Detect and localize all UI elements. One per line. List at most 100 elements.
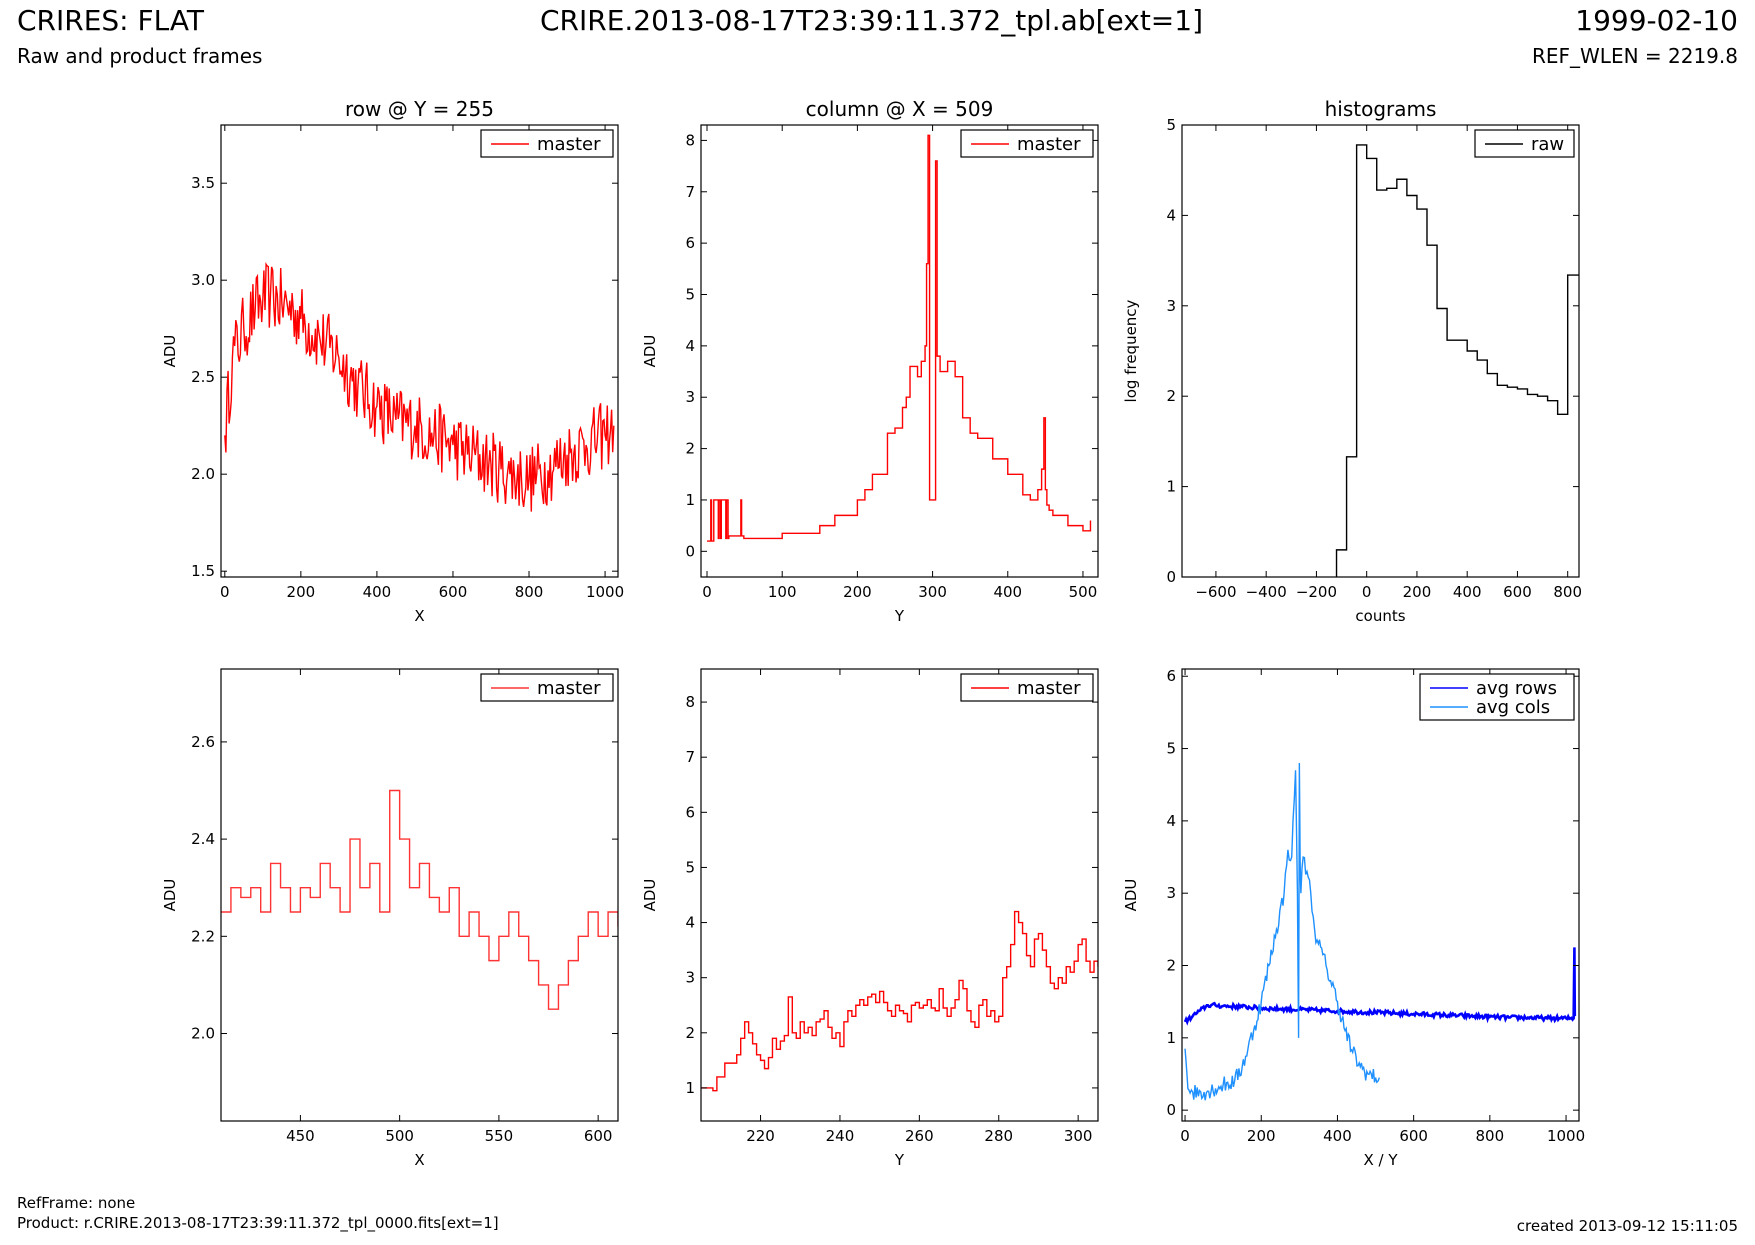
y-tick-label: 1 (685, 1079, 695, 1097)
x-tick-label: 400 (363, 583, 392, 601)
x-tick-label: 400 (993, 583, 1022, 601)
y-tick-label: 5 (685, 286, 695, 304)
y-tick-label: 0 (1166, 568, 1176, 586)
y-tick-label: 8 (685, 131, 695, 149)
x-tick-label: 0 (1180, 1127, 1190, 1145)
x-tick-label: 800 (515, 583, 544, 601)
y-tick-label: 1 (1166, 1029, 1176, 1047)
chart-panel-2: 0 100 200 300 400 500 0 1 2 3 4 5 6 7 8 Y ADU column @ X … (641, 97, 1099, 625)
file-title: CRIRE.2013-08-17T23:39:11.372_tpl.ab[ext… (540, 4, 1204, 37)
y-tick-label: 0 (685, 542, 695, 560)
x-tick-label: −400 (1246, 583, 1287, 601)
x-tick-label: 450 (286, 1127, 315, 1145)
panel-title: column @ X = 509 (806, 97, 994, 121)
y-tick-label: 2 (685, 440, 695, 458)
x-axis-label: Y (894, 1151, 905, 1169)
legend: raw (1474, 129, 1575, 158)
y-tick-label: 6 (1166, 667, 1176, 685)
y-tick-label: 3.5 (191, 174, 215, 192)
y-tick-label: 2.0 (191, 1025, 215, 1043)
plot-frame (1181, 668, 1580, 1122)
legend-label: master (1017, 678, 1081, 699)
series-line-master (224, 262, 615, 512)
x-tick-label: 600 (1399, 1127, 1428, 1145)
y-axis-label: ADU (1122, 879, 1140, 912)
x-tick-label: 600 (1503, 583, 1532, 601)
series-line-avg-cols (1184, 763, 1381, 1101)
x-tick-label: 800 (1553, 583, 1582, 601)
chart-panel-5: 220 240 260 280 300 1 2 3 4 5 6 7 8 Y ADU master (641, 668, 1099, 1169)
y-axis-label: log frequency (1122, 299, 1140, 402)
plot-frame (220, 124, 619, 578)
series-line-raw (1335, 144, 1579, 577)
x-tick-label: 550 (485, 1127, 514, 1145)
date-label: 1999-02-10 (1575, 4, 1738, 37)
chart-panel-4: 450 500 550 600 2.0 2.2 2.4 2.6 X ADU master (161, 668, 619, 1169)
chart-panel-3: −600 −400 −200 0 200 400 600 800 0 1 2 3 4 5 counts log… (1122, 97, 1582, 625)
x-tick-label: 1000 (586, 583, 624, 601)
x-axis-label: X (414, 1151, 424, 1169)
y-tick-label: 0 (1166, 1101, 1176, 1119)
y-tick-label: 7 (685, 748, 695, 766)
series-line-master (221, 789, 618, 1010)
x-tick-label: 200 (843, 583, 872, 601)
y-tick-label: 7 (685, 183, 695, 201)
x-tick-label: 600 (439, 583, 468, 601)
legend-label: raw (1531, 134, 1564, 155)
y-tick-label: 4 (685, 337, 695, 355)
x-tick-label: 260 (905, 1127, 934, 1145)
x-tick-label: 100 (768, 583, 797, 601)
ref-wlen-label: REF_WLEN = 2219.8 (1531, 44, 1738, 68)
y-tick-label: 6 (685, 803, 695, 821)
y-tick-label: 5 (1166, 116, 1176, 134)
y-tick-label: 3 (1166, 884, 1176, 902)
x-tick-label: 400 (1323, 1127, 1352, 1145)
y-tick-label: 2 (1166, 957, 1176, 975)
x-tick-label: 220 (746, 1127, 775, 1145)
x-tick-label: 200 (1247, 1127, 1276, 1145)
chart-title: CRIRES: FLAT (17, 4, 204, 37)
series-line-master (707, 134, 1092, 542)
x-tick-label: 0 (702, 583, 712, 601)
created-label: created 2013-09-12 15:11:05 (1516, 1217, 1738, 1235)
chart-panel-6: 0 200 400 600 800 1000 0 1 2 3 4 5 6 X / Y ADU avg rows… (1122, 667, 1585, 1169)
y-tick-label: 2.6 (191, 733, 215, 751)
chart-panel-1: 0 200 400 600 800 1000 1.5 2.0 2.5 3.0 3.5 X ADU row … (161, 97, 624, 625)
y-axis-label: ADU (641, 335, 659, 368)
y-tick-label: 1 (1166, 478, 1176, 496)
legend: master (480, 129, 614, 158)
y-tick-label: 5 (1166, 740, 1176, 758)
plot-frame (1181, 124, 1580, 578)
x-tick-label: 1000 (1547, 1127, 1585, 1145)
legend: master (960, 129, 1094, 158)
y-tick-label: 5 (685, 858, 695, 876)
panel-title: histograms (1325, 97, 1437, 121)
legend-label: master (537, 678, 601, 699)
legend-label: avg cols (1476, 697, 1550, 718)
legend-label: master (537, 134, 601, 155)
x-tick-label: 200 (1403, 583, 1432, 601)
y-tick-label: 1.5 (191, 562, 215, 580)
y-tick-label: 8 (685, 693, 695, 711)
x-tick-label: 300 (918, 583, 947, 601)
x-axis-label: counts (1355, 607, 1405, 625)
y-tick-label: 2.2 (191, 927, 215, 945)
x-tick-label: 500 (1069, 583, 1098, 601)
x-axis-label: Y (894, 607, 905, 625)
x-tick-label: 200 (287, 583, 316, 601)
x-axis-label: X (414, 607, 424, 625)
chart-subtitle: Raw and product frames (17, 44, 263, 68)
y-axis-label: ADU (161, 879, 179, 912)
y-axis-label: ADU (161, 335, 179, 368)
x-tick-label: 800 (1476, 1127, 1505, 1145)
y-axis-label: ADU (641, 879, 659, 912)
panel-title: row @ Y = 255 (345, 97, 494, 121)
y-tick-label: 2 (1166, 387, 1176, 405)
x-tick-label: 400 (1453, 583, 1482, 601)
x-tick-label: 600 (584, 1127, 613, 1145)
legend: master (960, 673, 1094, 702)
x-tick-label: 300 (1064, 1127, 1093, 1145)
legend-label: master (1017, 134, 1081, 155)
